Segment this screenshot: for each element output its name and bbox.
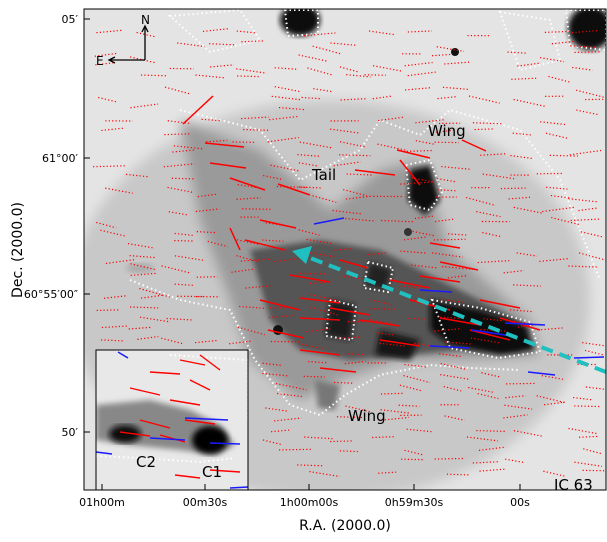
compass-north-label: N [141, 13, 150, 27]
inset-panel [96, 350, 248, 490]
y-tick-label: 60°55′00″ [24, 288, 78, 301]
polarization-vector-dotted [435, 458, 464, 459]
x-tick-label: 00m30s [183, 496, 228, 509]
x-tick-label: 01h00m [79, 496, 125, 509]
label-c2: C2 [136, 453, 156, 471]
x-axis-label: R.A. (2000.0) [299, 518, 391, 534]
label-tail: Tail [311, 166, 336, 184]
label-wing-bottom: Wing [348, 407, 386, 425]
x-tick-label: 1h00m00s [280, 496, 339, 509]
x-tick-label: 0h59m30s [385, 496, 444, 509]
y-tick-label: 05′ [62, 13, 79, 26]
y-tick-label: 61°00′ [42, 152, 78, 165]
label-c1: C1 [202, 463, 222, 481]
polarization-vector-dotted [550, 155, 578, 156]
x-tick-label: 00s [510, 496, 530, 509]
compass-east-label: E [96, 54, 104, 68]
label-wing-top: Wing [428, 122, 466, 140]
y-axis-label: Dec. (2000.0) [10, 202, 26, 298]
figure-title: IC 63 [554, 476, 593, 494]
y-tick-label: 50′ [62, 426, 79, 439]
